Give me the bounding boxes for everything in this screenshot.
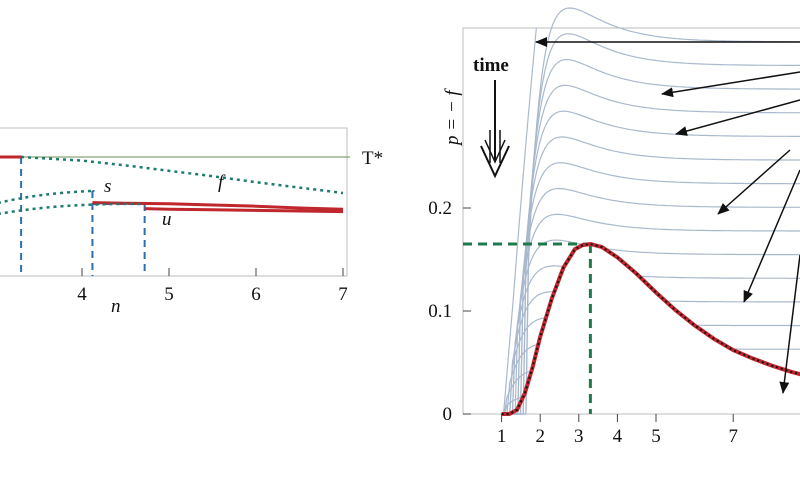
left-vertical-markers bbox=[20, 157, 146, 276]
left-series-group bbox=[21, 155, 344, 214]
left-dotted-stub-lower bbox=[0, 202, 145, 215]
time-annotation: time bbox=[473, 55, 509, 76]
family-curve bbox=[501, 162, 800, 415]
left-x-ticks: 4 5 6 7 bbox=[77, 268, 348, 305]
right-plot-frame bbox=[462, 27, 800, 415]
family-curve bbox=[501, 243, 800, 415]
family-curve bbox=[501, 136, 800, 415]
right-x-tick-label: 3 bbox=[574, 426, 584, 447]
family-curve bbox=[501, 84, 800, 415]
family-curve bbox=[501, 7, 800, 415]
family-curve bbox=[502, 27, 537, 415]
right-x-tick-label: 2 bbox=[535, 426, 545, 447]
family-curve bbox=[501, 187, 800, 415]
family-curve bbox=[501, 213, 800, 415]
right-y-tick-label: 0.1 bbox=[428, 301, 452, 322]
right-x-tick-label: 1 bbox=[497, 426, 507, 447]
left-x-tick-label: 7 bbox=[338, 284, 348, 305]
annotation-arrows bbox=[535, 37, 800, 394]
family-curve bbox=[501, 33, 800, 415]
annotation-arrow bbox=[743, 169, 800, 303]
family-curve bbox=[501, 243, 800, 415]
right-y-axis-label: p = − f bbox=[442, 88, 463, 147]
left-series-s bbox=[92, 201, 344, 211]
right-chart: 1 2 3 4 5 7 0 0.1 0.2 p = − f time bbox=[428, 7, 800, 447]
annotation-arrow bbox=[779, 254, 800, 394]
envelope-dotted-overlay bbox=[501, 242, 800, 415]
right-y-tick-label: 0.2 bbox=[428, 198, 452, 219]
series-label-s: s bbox=[104, 176, 111, 197]
annotation-arrow bbox=[661, 71, 800, 98]
left-series-f bbox=[21, 155, 344, 195]
left-chart: T* 4 5 6 7 n f s u bbox=[0, 127, 383, 317]
curve-family bbox=[501, 7, 800, 415]
left-x-tick-label: 4 bbox=[77, 284, 87, 305]
right-x-tick-label: 4 bbox=[613, 426, 623, 447]
left-x-tick-label: 6 bbox=[251, 284, 261, 305]
family-curve bbox=[501, 110, 800, 415]
left-series-u bbox=[144, 207, 344, 214]
family-curve bbox=[501, 239, 800, 415]
right-x-tick-label: 7 bbox=[728, 426, 738, 447]
left-x-tick-label: 5 bbox=[164, 284, 174, 305]
left-x-axis-label: n bbox=[111, 296, 121, 317]
left-plot-frame bbox=[0, 127, 348, 277]
series-label-f: f bbox=[218, 172, 226, 193]
series-label-u: u bbox=[162, 209, 172, 230]
family-curve bbox=[501, 58, 800, 415]
family-curve bbox=[501, 243, 800, 415]
left-reference-label: T* bbox=[362, 148, 383, 169]
annotation-arrow bbox=[675, 99, 800, 136]
family-curve bbox=[501, 243, 800, 415]
right-x-tick-label: 5 bbox=[651, 426, 661, 447]
family-curve bbox=[501, 243, 800, 415]
right-axis-ticks: 1 2 3 4 5 7 0 0.1 0.2 bbox=[428, 198, 738, 447]
annotation-arrow bbox=[717, 149, 791, 215]
right-y-tick-label: 0 bbox=[443, 404, 453, 425]
family-curve bbox=[501, 243, 800, 415]
left-dotted-stub-upper bbox=[0, 189, 93, 204]
time-arrow bbox=[480, 80, 510, 179]
envelope-curve bbox=[501, 241, 800, 416]
